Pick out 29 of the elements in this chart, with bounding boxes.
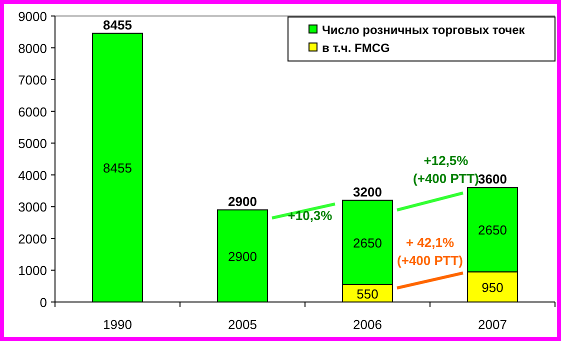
y-tick-label: 2000 <box>18 231 47 246</box>
y-tick-label: 3000 <box>18 200 47 215</box>
x-tick-label: 2006 <box>353 317 382 332</box>
annotation: + 42,1% (+400 РТТ) <box>397 235 463 268</box>
y-tick-label: 5000 <box>18 136 47 152</box>
x-tick-label: 2007 <box>478 317 507 332</box>
data-label: 2650 <box>478 222 507 238</box>
data-label: 2650 <box>353 235 382 250</box>
data-label: 8455 <box>103 160 132 176</box>
data-label: 550 <box>356 286 378 302</box>
x-tick-label: 2005 <box>228 317 257 332</box>
legend-label: Число розничных торговых точек <box>322 23 526 37</box>
y-tick-label: 7000 <box>18 72 47 88</box>
y-tick-label: 8000 <box>18 40 47 56</box>
total-label: 3600 <box>478 172 507 187</box>
total-label: 2900 <box>228 194 257 209</box>
y-tick-label: 1000 <box>18 263 47 278</box>
total-label: 8455 <box>103 17 132 32</box>
x-tick-label: 1990 <box>103 317 132 332</box>
data-label: 2900 <box>228 248 257 264</box>
y-tick-label: 4000 <box>18 168 47 183</box>
y-tick-label: 6000 <box>18 104 47 120</box>
y-tick-label: 9000 <box>18 9 47 24</box>
y-tick-label: 0 <box>40 295 47 310</box>
legend-label: в т.ч. FMCG <box>322 41 390 55</box>
total-label: 3200 <box>353 184 382 200</box>
annotation: +12,5% (+400 РТТ) <box>413 153 479 186</box>
annotation: +10,3% <box>288 208 333 223</box>
data-label: 950 <box>482 280 504 295</box>
